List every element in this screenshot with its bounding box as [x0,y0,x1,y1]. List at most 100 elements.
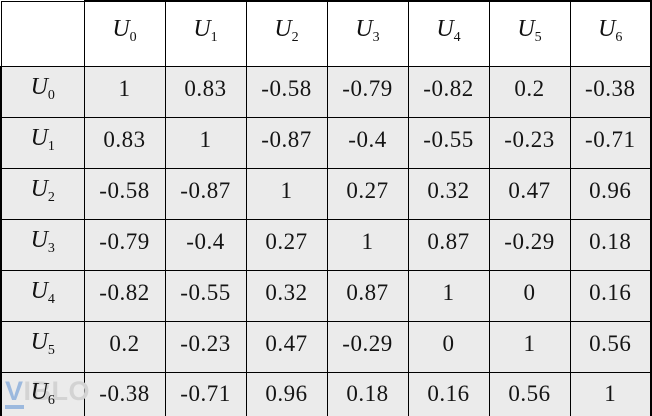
viblo-watermark-rest: IBLO [23,376,91,406]
cell-u3-u4: 0.87 [407,219,490,271]
cell-u5-u1: -0.23 [164,321,247,373]
cell-u2-u2-diagonal: 1 [245,168,328,220]
cell-value: -0.71 [180,381,231,407]
matrix-row-u5: U5 0.2 -0.23 0.47 -0.29 0 1 0.56 [0,321,652,373]
col-header-u2: U2 [245,0,328,67]
cell-value: -0.82 [423,75,474,101]
cell-value: 0.2 [109,330,140,356]
cell-u1-u4: -0.55 [407,117,490,169]
header-label: U3 [30,226,55,256]
cell-value: 0.16 [589,279,632,305]
matrix-row-u0: U0 1 0.83 -0.58 -0.79 -0.82 0.2 -0.38 [0,66,652,118]
cell-value: 1 [280,177,293,203]
cell-value: 0.56 [508,381,551,407]
cell-value: -0.38 [585,75,636,101]
matrix-row-u3: U3 -0.79 -0.4 0.27 1 0.87 -0.29 0.18 [0,219,652,271]
cell-value: -0.4 [186,228,225,254]
cell-u4-u2: 0.32 [245,270,328,322]
row-header-u2: U2 [0,168,85,220]
row-header-u4: U4 [0,270,85,322]
header-label: U0 [30,73,55,103]
row-header-u5: U5 [0,321,85,373]
cell-u2-u0: -0.58 [83,168,166,220]
cell-u4-u6: 0.16 [569,270,652,322]
header-label: U2 [274,15,299,45]
cell-u0-u5: 0.2 [488,66,571,118]
cell-value: 1 [361,228,374,254]
cell-u1-u0: 0.83 [83,117,166,169]
cell-u1-u5: -0.23 [488,117,571,169]
cell-value: -0.29 [342,330,393,356]
header-label: U5 [517,15,542,45]
cell-u2-u3: 0.27 [326,168,409,220]
cell-value: 0 [442,330,455,356]
cell-value: 0.27 [346,177,389,203]
cell-u5-u6: 0.56 [569,321,652,373]
cell-u0-u3: -0.79 [326,66,409,118]
cell-value: 0 [523,279,536,305]
cell-u1-u1-diagonal: 1 [164,117,247,169]
cell-u2-u5: 0.47 [488,168,571,220]
cell-value: -0.4 [348,126,387,152]
cell-u2-u1: -0.87 [164,168,247,220]
cell-u4-u5: 0 [488,270,571,322]
viblo-watermark: VIBLO [5,378,90,409]
row-header-u0: U0 [0,66,85,118]
cell-u5-u4: 0 [407,321,490,373]
cell-value: -0.71 [585,126,636,152]
cell-value: 0.47 [265,330,308,356]
col-header-u6: U6 [569,0,652,67]
cell-u6-u0: -0.38 [83,372,166,416]
cell-u5-u5-diagonal: 1 [488,321,571,373]
row-header-u1: U1 [0,117,85,169]
cell-u3-u2: 0.27 [245,219,328,271]
cell-value: -0.23 [504,126,555,152]
cell-value: 1 [604,381,617,407]
cell-value: 0.32 [265,279,308,305]
cell-value: 0.18 [346,381,389,407]
cell-value: 0.83 [103,126,146,152]
cell-value: 0.96 [265,381,308,407]
cell-value: -0.79 [99,228,150,254]
cell-value: -0.79 [342,75,393,101]
cell-u5-u3: -0.29 [326,321,409,373]
header-label: U4 [30,277,55,307]
header-label: U6 [598,15,623,45]
cell-value: -0.29 [504,228,555,254]
cell-value: 0.96 [589,177,632,203]
cell-u1-u3: -0.4 [326,117,409,169]
cell-value: -0.55 [180,279,231,305]
matrix-row-u1: U1 0.83 1 -0.87 -0.4 -0.55 -0.23 -0.71 [0,117,652,169]
matrix-row-u2: U2 -0.58 -0.87 1 0.27 0.32 0.47 0.96 [0,168,652,220]
cell-value: -0.55 [423,126,474,152]
cell-u6-u4: 0.16 [407,372,490,416]
header-label: U1 [193,15,218,45]
cell-value: 1 [523,330,536,356]
cell-u6-u3: 0.18 [326,372,409,416]
col-header-u1: U1 [164,0,247,67]
cell-value: -0.58 [99,177,150,203]
header-label: U3 [355,15,380,45]
col-header-u3: U3 [326,0,409,67]
cell-value: -0.82 [99,279,150,305]
cell-value: 0.32 [427,177,470,203]
matrix-row-u6: U6 -0.38 -0.71 0.96 0.18 0.16 0.56 1 [0,372,652,416]
cell-u4-u0: -0.82 [83,270,166,322]
cell-u6-u2: 0.96 [245,372,328,416]
cell-value: 0.47 [508,177,551,203]
cell-value: -0.87 [261,126,312,152]
column-header-row: U0 U1 U2 U3 U4 U5 U6 [0,0,652,67]
cell-u1-u2: -0.87 [245,117,328,169]
cell-value: 0.56 [589,330,632,356]
cell-u3-u3-diagonal: 1 [326,219,409,271]
header-label: U6 [30,379,55,409]
header-label: U0 [112,15,137,45]
cell-u3-u1: -0.4 [164,219,247,271]
cell-u0-u0-diagonal: 1 [83,66,166,118]
cell-u0-u6: -0.38 [569,66,652,118]
cell-value: 0.87 [346,279,389,305]
cell-value: 0.18 [589,228,632,254]
cell-u4-u1: -0.55 [164,270,247,322]
